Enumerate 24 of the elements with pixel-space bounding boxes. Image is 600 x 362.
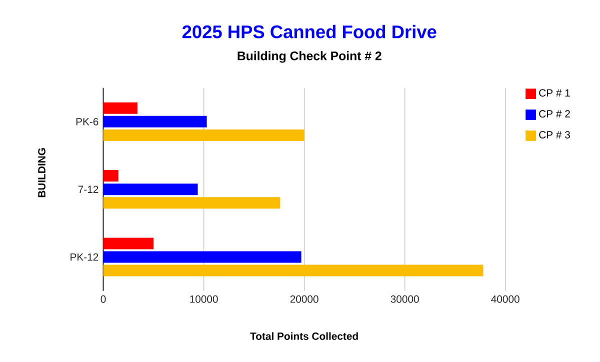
bar	[103, 102, 138, 114]
y-tick-label: 7-12	[78, 186, 98, 193]
chart-subtitle: Building Check Point # 2	[238, 51, 382, 63]
bar	[103, 251, 302, 263]
bar	[103, 129, 304, 141]
x-tick-label: 10000	[190, 295, 218, 303]
x-tick-label: 0	[100, 295, 106, 303]
y-axis-title: BUILDING	[38, 148, 46, 198]
x-tick-label: 40000	[491, 295, 520, 303]
y-tick-label: PK-12	[70, 253, 98, 261]
bar	[103, 197, 280, 209]
x-axis-title: Total Points Collected	[250, 332, 358, 340]
chart-title: 2025 HPS Canned Food Drive	[182, 24, 436, 38]
y-tick-label: PK-6	[76, 118, 98, 126]
bar	[103, 238, 154, 250]
legend-label: CP # 1	[539, 89, 570, 97]
bar	[103, 116, 207, 128]
legend-label: CP # 2	[539, 110, 570, 118]
bar	[103, 264, 484, 276]
x-tick-label: 30000	[390, 295, 419, 303]
x-tick-label: 20000	[290, 295, 318, 303]
bar	[103, 170, 118, 182]
legend-label: CP # 3	[539, 131, 570, 138]
bar	[103, 184, 198, 196]
